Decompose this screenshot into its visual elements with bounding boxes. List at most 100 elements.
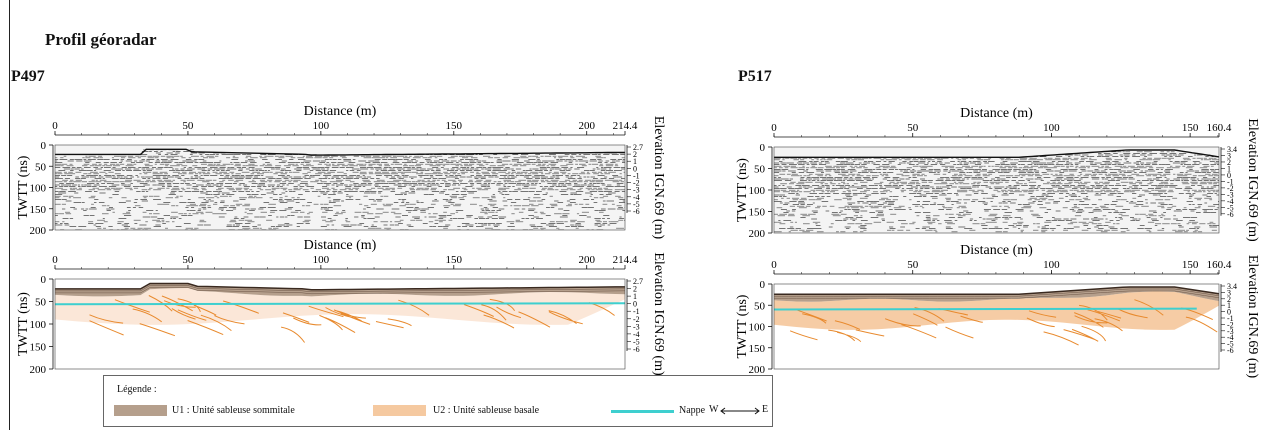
legend-swatch-u2 [373, 405, 426, 416]
legend-line-nappe [611, 410, 674, 413]
p497-x-tick-label: 100 [313, 254, 330, 266]
p517-y2-tick-label: -5 [1227, 340, 1234, 349]
p517-radargram-panel: 0 50 100 150 160.4 Distance (m) 0 50 100 150 200 TW… [735, 106, 1260, 242]
p497-y2-tick-label: -3 [633, 322, 640, 331]
p497-y-tick-label: 150 [30, 342, 47, 354]
direction-arrow-icon [720, 407, 760, 415]
p497-x-tick-label: 0 [52, 254, 58, 266]
p517-x-tick-label: 100 [1043, 122, 1060, 134]
p497-y2-tick-label: 2.7 [633, 143, 643, 152]
legend-label-u2: U2 : Unité sableuse basale [433, 405, 540, 416]
p497-x-tick-label: 200 [578, 254, 595, 266]
p497-x-tick-label: 150 [446, 120, 463, 132]
p517-y2-tick-label: -4 [1227, 333, 1234, 342]
p497-y-tick-label: 100 [30, 319, 47, 331]
p497-y-tick-label: 200 [30, 364, 47, 376]
p517-y-tick-label: 0 [760, 142, 766, 154]
p497-y2-tick-label: -5 [633, 337, 640, 346]
p497-x-axis-label: Distance (m) [304, 104, 377, 119]
p517-y2-tick-label: 0 [1227, 308, 1231, 317]
p517-x-tick-label: 0 [771, 122, 777, 134]
p517-y2-tick-label: -3 [1227, 190, 1234, 199]
p517-y-tick-label: 100 [749, 185, 766, 197]
p517-y-tick-label: 50 [754, 300, 766, 312]
p497-x-tick-label: 200 [578, 120, 595, 132]
p517-interpretation-panel: 0 50 100 150 160.4 Distance (m) 0 50 100 150 200 TW… [735, 243, 1260, 379]
p517-y2-tick-label: -5 [1227, 203, 1234, 212]
p497-nappe-line [55, 302, 625, 306]
p497-y2-tick-label: -6 [633, 345, 640, 354]
p517-y-tick-label: 0 [760, 279, 766, 291]
p497-y2-tick-label: 2.7 [633, 277, 643, 286]
p497-y2-tick-label: -4 [633, 193, 640, 202]
p517-y2-tick-label: 3 [1227, 151, 1231, 160]
direction-e: E [762, 404, 769, 415]
p517-x-tick-label: 0 [771, 259, 777, 271]
figure-title: Profil géoradar [45, 30, 157, 49]
p497-y2-tick-label: -1 [633, 307, 640, 316]
p517-y-axis-label: TWTT (ns) [735, 158, 750, 222]
p497-y2-tick-label: -5 [633, 200, 640, 209]
p517-x-tick-label: 100 [1043, 259, 1060, 271]
legend-swatch-u1 [114, 405, 167, 416]
p497-y-tick-label: 0 [41, 140, 47, 152]
p517-y2-tick-label: -1 [1227, 314, 1234, 323]
p497-x-tick-label: 150 [446, 254, 463, 266]
p497-y2-tick-label: -2 [633, 315, 640, 324]
p517-x-tick-label: 150 [1182, 122, 1199, 134]
p517-y2-tick-label: -6 [1227, 346, 1234, 355]
profile-name-p497: P497 [11, 68, 45, 85]
p517-y-tick-label: 200 [749, 228, 766, 240]
p517-y2-tick-label: 1 [1227, 164, 1231, 173]
p497-y-axis-label: TWTT (ns) [16, 155, 31, 219]
p497-y2-tick-label: -6 [633, 207, 640, 216]
p517-nappe-line [774, 307, 1197, 311]
p497-x-tick-label: 214.4 [613, 254, 638, 266]
p517-y2-tick-label: -6 [1227, 210, 1234, 219]
p517-x-axis-label: Distance (m) [960, 243, 1033, 258]
p497-x-tick-label: 50 [182, 120, 194, 132]
p517-y2-tick-label: -2 [1227, 320, 1234, 329]
p497-y2-tick-label: 2 [633, 285, 637, 294]
p517-y2-tick-label: 3 [1227, 288, 1231, 297]
p517-y2-tick-label: 3.4 [1227, 282, 1237, 291]
p497-y2-tick-label: -3 [633, 186, 640, 195]
p497-x-tick-label: 50 [182, 254, 194, 266]
p497-y2-tick-label: 1 [633, 157, 637, 166]
p497-plot-area [55, 145, 625, 230]
p497-y-tick-label: 50 [35, 161, 47, 173]
p517-y2-tick-label: 2 [1227, 158, 1231, 167]
p497-u2-unit [55, 288, 625, 325]
p497-y2-tick-label: 2 [633, 150, 637, 159]
p517-x-tick-label: 160.4 [1207, 259, 1232, 271]
p517-x-tick-label: 50 [907, 122, 919, 134]
p517-y2-tick-label: 3.4 [1227, 145, 1237, 154]
direction-w: W [709, 404, 719, 415]
p517-y2-tick-label: 1 [1227, 301, 1231, 310]
p517-y2-tick-label: 2 [1227, 295, 1231, 304]
p517-plot-area [774, 147, 1219, 233]
p497-y-tick-label: 200 [30, 225, 47, 237]
p497-y-tick-label: 100 [30, 183, 47, 195]
p497-y2-tick-label: 0 [633, 300, 637, 309]
p517-y-tick-label: 150 [749, 343, 766, 355]
p497-y2-tick-label: -1 [633, 171, 640, 180]
p517-y2-axis-label: Elevation IGN.69 (m) [1245, 255, 1260, 379]
p517-y-tick-label: 100 [749, 322, 766, 334]
p517-y-tick-label: 50 [754, 164, 766, 176]
p517-y2-tick-label: 0 [1227, 171, 1231, 180]
p517-y2-tick-label: -2 [1227, 184, 1234, 193]
p497-y2-tick-label: 1 [633, 292, 637, 301]
figure-frame-line [9, 0, 10, 430]
profile-name-p517: P517 [738, 68, 772, 85]
p497-x-axis-label: Distance (m) [304, 238, 377, 253]
p497-y-tick-label: 0 [41, 274, 47, 286]
p497-y-tick-label: 50 [35, 297, 47, 309]
p497-y2-tick-label: 0 [633, 164, 637, 173]
p517-y-tick-label: 200 [749, 364, 766, 376]
p517-y-axis-label: TWTT (ns) [735, 294, 750, 358]
p497-plot-area [55, 282, 625, 343]
p497-y2-tick-label: -4 [633, 330, 640, 339]
p497-y-tick-label: 150 [30, 204, 47, 216]
